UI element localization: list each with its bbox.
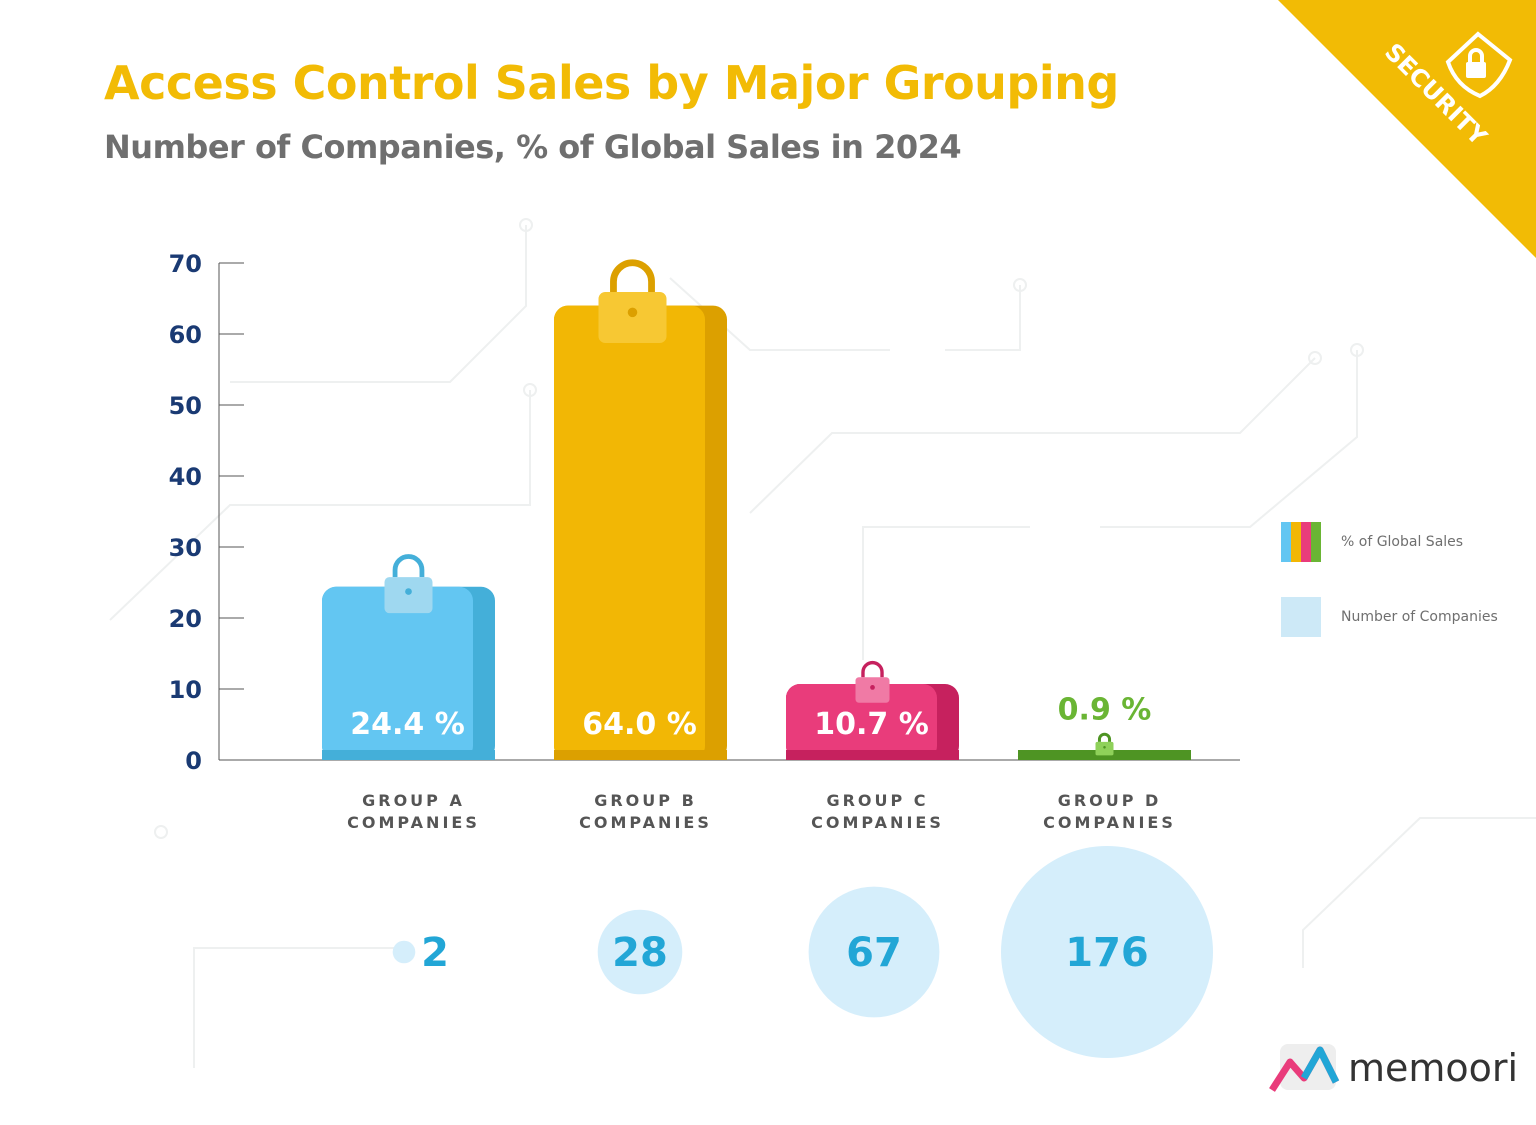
bar: [322, 586, 473, 760]
y-tick-label: 60: [169, 321, 202, 349]
bar-group: 0.9 % GROUP D COMPANIES: [1018, 693, 1191, 832]
company-count-bubble: [597, 909, 683, 995]
lock-icon: [855, 660, 890, 703]
memoori-logo: memoori: [1268, 1042, 1518, 1094]
bar: [786, 684, 937, 760]
y-tick-label: 0: [185, 747, 202, 775]
lock-icon: [384, 554, 433, 614]
company-count-label: 2: [421, 930, 449, 976]
legend-swatch-multicolor: [1281, 522, 1321, 562]
category-label: GROUP A: [362, 791, 465, 810]
bar-base: [786, 750, 959, 760]
category-label: COMPANIES: [1043, 813, 1176, 832]
y-tick-label: 20: [169, 605, 202, 633]
bar-group: 64.0 % GROUP B COMPANIES: [554, 259, 727, 832]
lock-body: [1095, 741, 1114, 756]
lock-icon: [1095, 732, 1114, 756]
bar-group: 10.7 % GROUP C COMPANIES: [786, 660, 959, 832]
bar-value-label: 24.4 %: [350, 707, 465, 742]
lock-shackle: [392, 554, 425, 578]
category-label: COMPANIES: [811, 813, 944, 832]
company-count-bubble: [392, 940, 416, 964]
category-label: COMPANIES: [579, 813, 712, 832]
category-label: GROUP C: [826, 791, 928, 810]
company-count-bubble: [808, 886, 940, 1018]
legend-label: % of Global Sales: [1341, 534, 1464, 550]
lock-keyhole: [1103, 746, 1106, 749]
lock-keyhole: [405, 588, 412, 595]
category-label: GROUP D: [1058, 791, 1162, 810]
bar-group: 24.4 % GROUP A COMPANIES: [322, 554, 495, 832]
company-count-label: 176: [1065, 930, 1149, 976]
chart-title: Access Control Sales by Major Grouping: [104, 56, 1119, 110]
lock-shackle: [1097, 732, 1112, 742]
lock-keyhole: [870, 685, 875, 690]
company-count-label: 28: [612, 930, 668, 976]
lock-keyhole: [627, 307, 638, 318]
legend-label: Number of Companies: [1341, 609, 1498, 625]
y-tick-label: 40: [169, 463, 202, 491]
bar-value-label: 64.0 %: [582, 707, 697, 742]
y-tick-label: 50: [169, 392, 202, 420]
bar-value-label: 0.9 %: [1058, 693, 1152, 728]
decor-circuit-lines: [109, 218, 1536, 1068]
legend-item-companies: Number of Companies: [1281, 597, 1498, 637]
company-count-label: 67: [846, 930, 902, 976]
y-tick-label: 10: [169, 676, 202, 704]
chart-subtitle: Number of Companies, % of Global Sales i…: [104, 128, 962, 166]
lock-shackle: [861, 660, 884, 678]
bar: [554, 305, 705, 760]
legend-item-sales: % of Global Sales: [1281, 522, 1463, 562]
security-badge: [1278, 0, 1536, 258]
bar-value-label: 10.7 %: [814, 707, 929, 742]
legend-swatch-lightblue: [1281, 597, 1321, 637]
lock-body: [598, 292, 667, 343]
bar-base: [322, 750, 495, 760]
y-tick-label: 70: [169, 250, 202, 278]
bar-base: [554, 750, 727, 760]
lock-body: [384, 577, 433, 614]
memoori-logo-mark: [1269, 1044, 1340, 1092]
lock-icon: [598, 259, 667, 343]
shield-lock-icon: [1445, 31, 1513, 99]
y-tick-label: 30: [169, 534, 202, 562]
company-count-bubble: [1001, 846, 1213, 1058]
lock-body: [855, 677, 890, 703]
lock-shackle: [610, 259, 655, 292]
category-label: GROUP B: [594, 791, 697, 810]
brand-name: memoori: [1348, 1046, 1519, 1090]
category-label: COMPANIES: [347, 813, 480, 832]
